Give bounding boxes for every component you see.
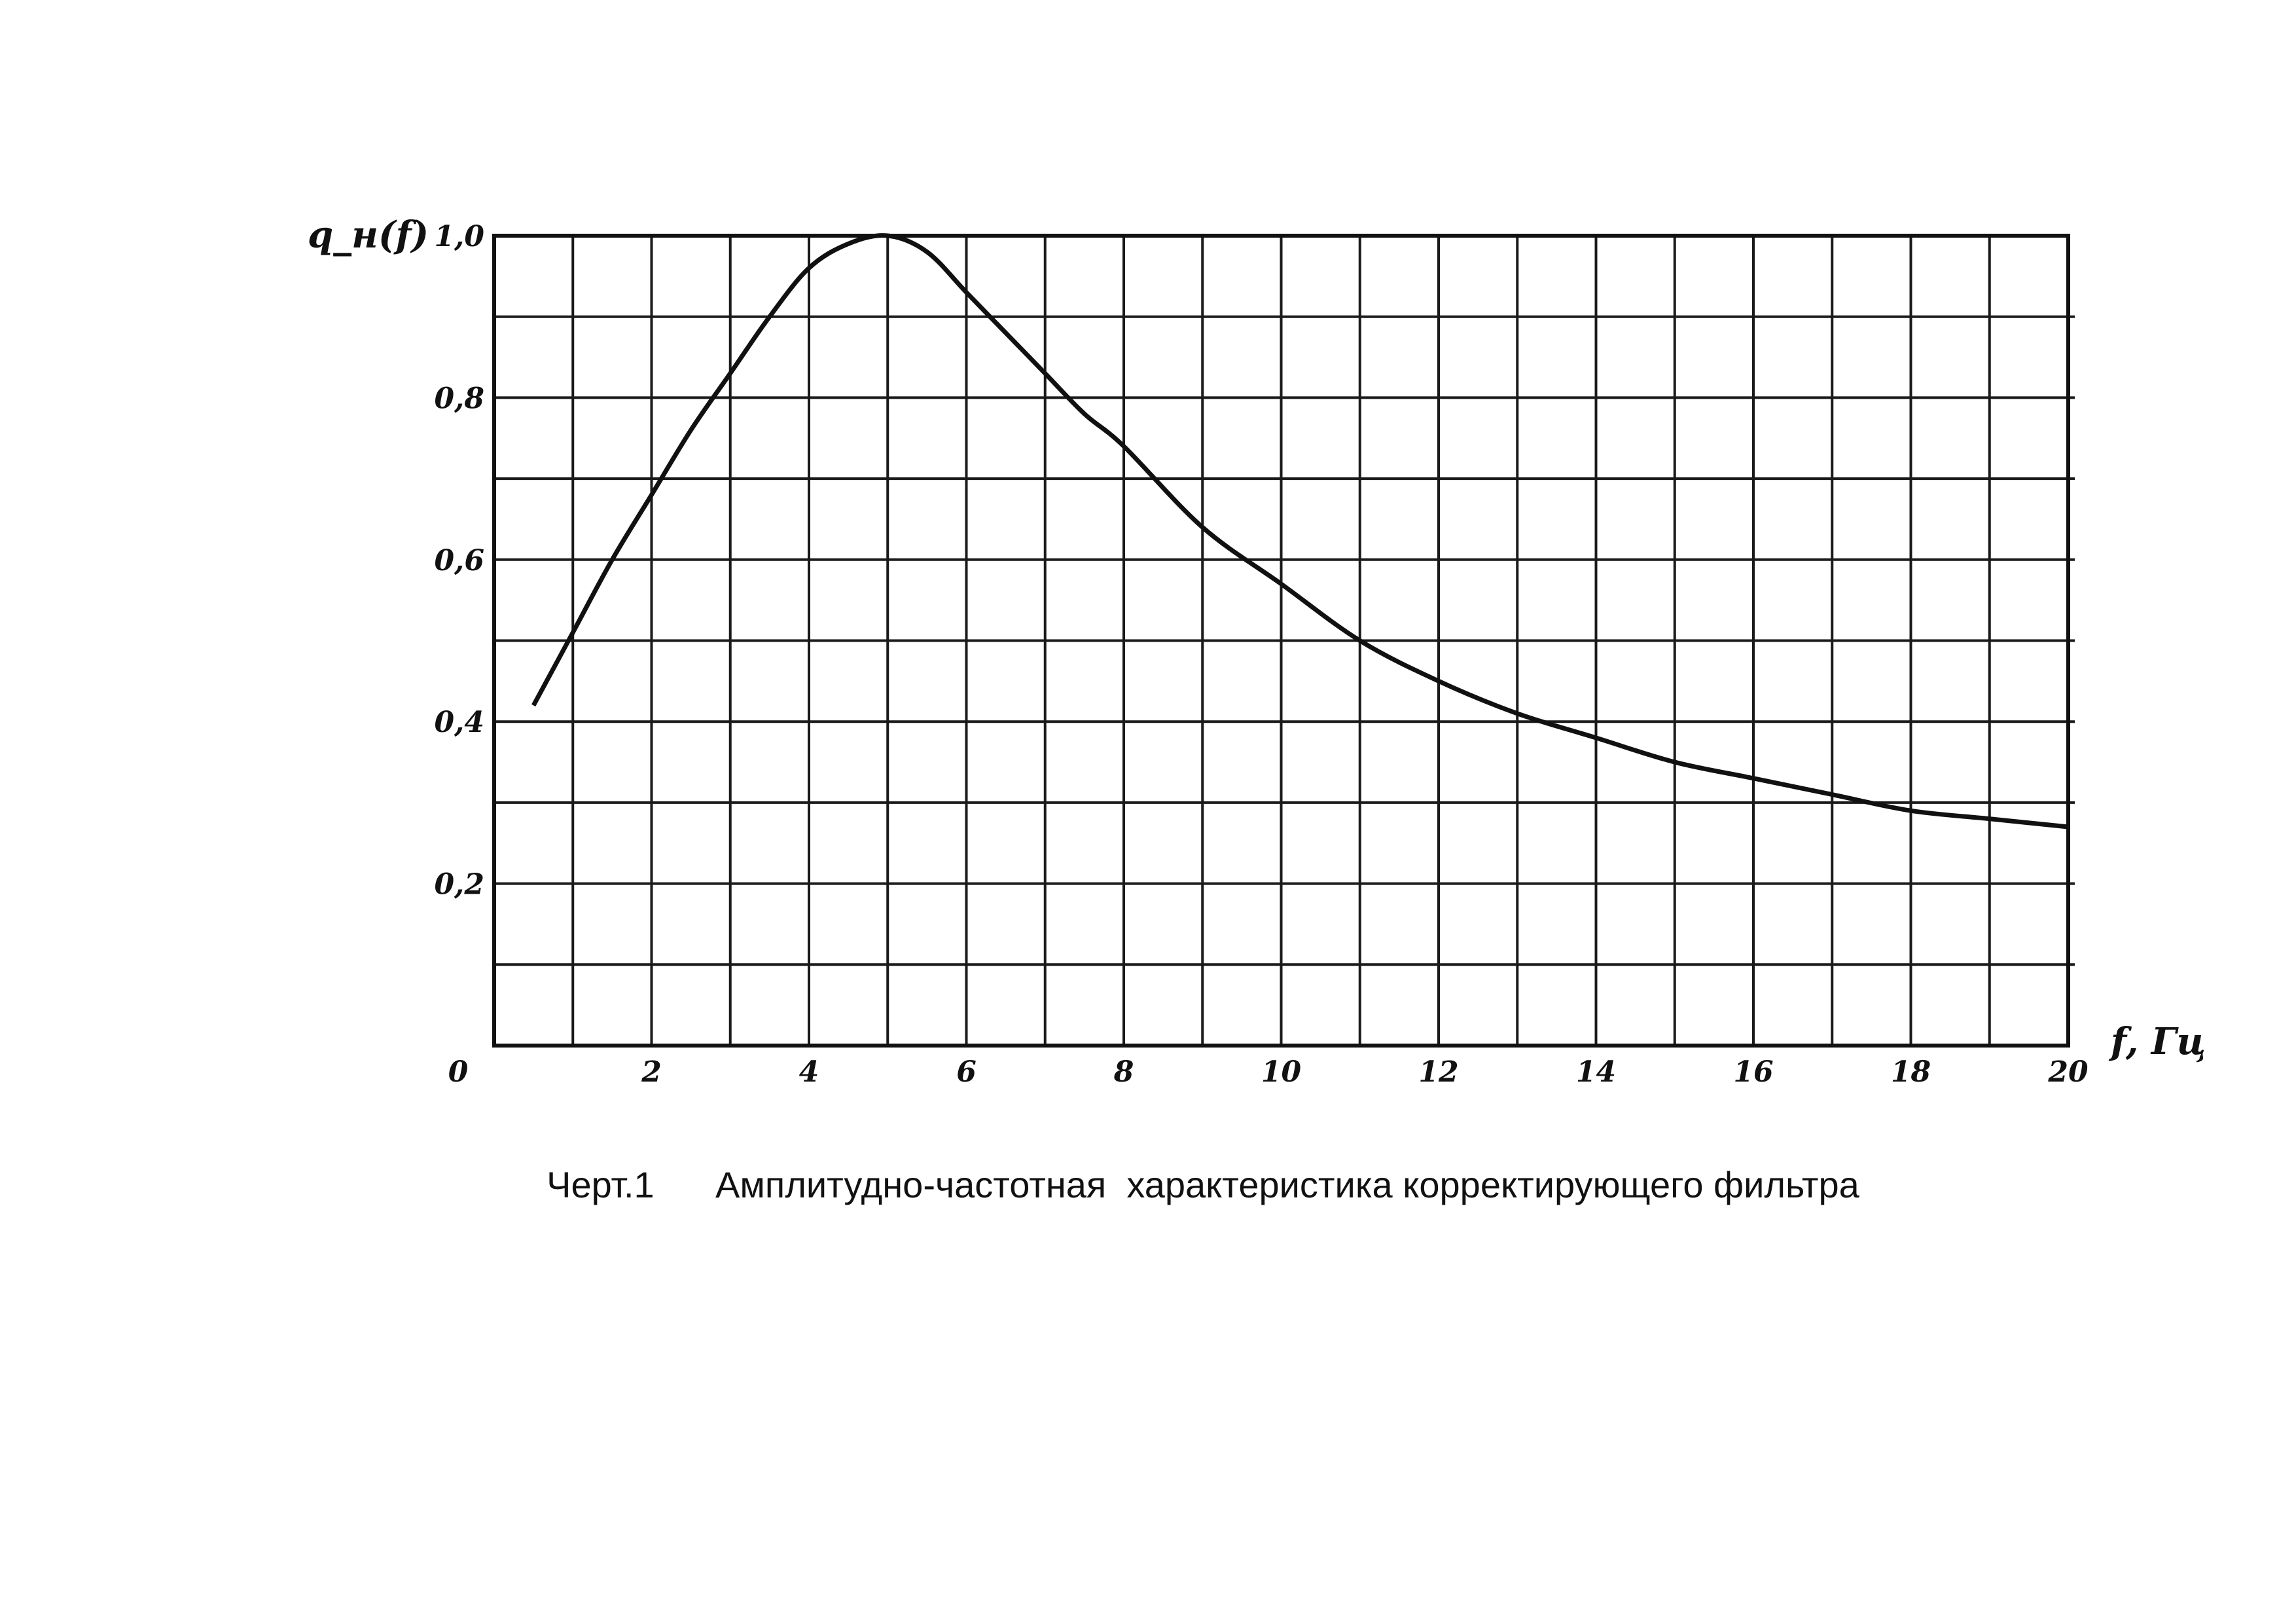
figure-caption: Черт.1 Амплитудно-частотная характеристи… (526, 1121, 1859, 1206)
y-tick-label: 0,4 (434, 706, 484, 739)
y-tick-label: 0,8 (434, 382, 484, 415)
caption-text: Амплитудно-частотная характеристика корр… (715, 1164, 1859, 1205)
x-tick-label: 6 (956, 1055, 977, 1089)
x-tick-label: 20 (2047, 1055, 2089, 1089)
y-tick-label: 0,6 (434, 544, 484, 577)
y-axis-label: q_н(f) (308, 213, 429, 257)
plot-border (492, 234, 2070, 1048)
tick-labels: 0 2 4 6 8 10 12 14 16 18 20 0,2 0,4 0,6 0,8 1,0 (434, 220, 2089, 1089)
x-tick-label: 8 (1113, 1055, 1134, 1089)
x-tick-label: 16 (1733, 1055, 1773, 1089)
x-axis-label: f, Гц (2108, 1020, 2206, 1063)
x-tick-label: 14 (1576, 1055, 1616, 1089)
x-tick-label: 12 (1418, 1055, 1458, 1089)
grid (494, 236, 2075, 1046)
plot-frame (492, 234, 2070, 1048)
series-line-1 (531, 233, 2069, 830)
x-tick-label: 10 (1261, 1055, 1302, 1089)
caption-label: Черт.1 (547, 1164, 655, 1205)
x-tick-label: 18 (1891, 1055, 1931, 1089)
y-tick-label: 1,0 (434, 220, 484, 253)
x-tick-label: 4 (799, 1055, 819, 1089)
x-tick-label: 0 (448, 1055, 469, 1089)
series-layer (531, 233, 2069, 830)
y-tick-label: 0,2 (434, 868, 484, 902)
x-tick-label: 2 (641, 1055, 662, 1089)
